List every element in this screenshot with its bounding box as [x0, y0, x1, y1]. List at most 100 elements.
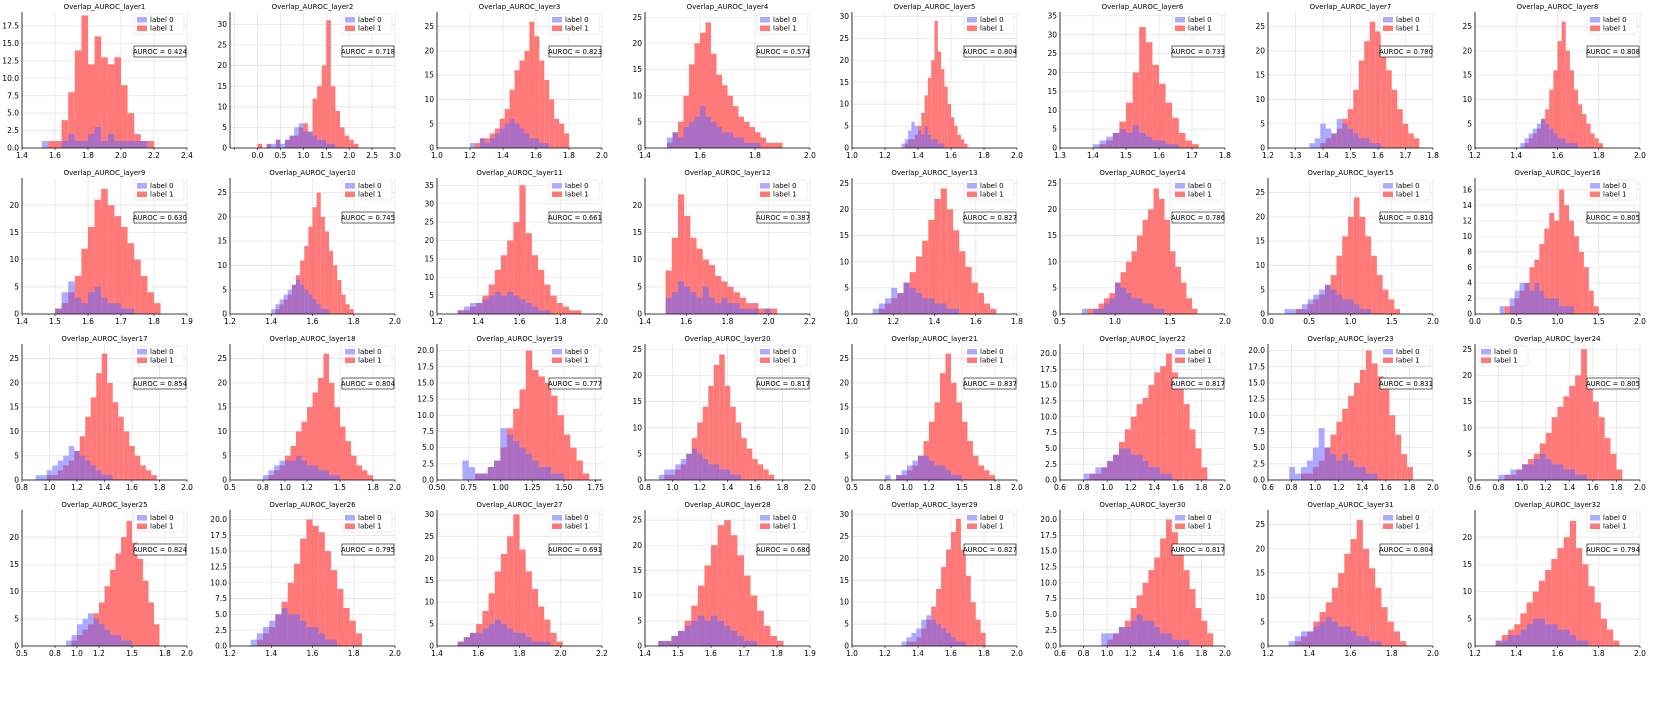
bar-label0	[61, 292, 69, 314]
y-tick-label: 5	[222, 285, 227, 294]
bar-label1	[112, 402, 119, 480]
legend-swatch-label0	[1382, 183, 1393, 189]
bar-label1	[1145, 42, 1153, 148]
bar-label0	[538, 310, 545, 314]
bar-label0	[931, 139, 935, 148]
legend-swatch-label0	[552, 515, 563, 521]
legend-swatch-label0	[344, 349, 355, 355]
bar-label1	[1356, 519, 1363, 646]
y-tick-label: 15	[840, 403, 850, 412]
bar-label0	[1343, 626, 1351, 646]
bar-label1	[1353, 382, 1360, 480]
bar-label0	[1325, 616, 1332, 646]
y-tick-label: 20	[425, 236, 435, 245]
y-tick-label: 0	[845, 144, 850, 153]
bar-label0	[1106, 136, 1113, 148]
x-tick-label: 1.5	[1344, 151, 1356, 160]
legend-swatch-label1	[344, 191, 355, 197]
y-tick-label: 5	[845, 122, 850, 131]
auroc-value: AUROC = 0.805	[1586, 214, 1640, 222]
bar-label1	[127, 243, 135, 314]
bar-label1	[1132, 72, 1140, 148]
bar-label1	[972, 282, 979, 314]
bar-label1	[1343, 553, 1351, 646]
bar-label0	[1359, 467, 1366, 480]
bar-label1	[501, 255, 508, 314]
histogram-panel-18: 0.5 0.8 1.0 1.2 1.5 1.8 2.00510152025Overlap_A…	[217, 335, 401, 492]
legend-swatch-label0	[759, 17, 770, 23]
bar-label1	[1341, 236, 1348, 314]
y-tick-label: 10	[1255, 95, 1265, 104]
legend-text-label1: label 1	[773, 191, 797, 199]
legend-text-label1: label 1	[150, 191, 174, 199]
bar-label0	[1365, 473, 1372, 480]
bar-label0	[941, 143, 945, 148]
histogram-panel-15: 0.0 0.5 1.0 1.5 2.00510152025Overlap_AUROC_l…	[1255, 169, 1439, 326]
bar-label0	[683, 286, 691, 314]
y-tick-label: 2.5	[422, 459, 434, 468]
bar-label1	[324, 551, 331, 646]
bar-label1	[303, 246, 308, 314]
y-tick-label: 7.5	[215, 594, 227, 603]
bar-label1	[115, 553, 121, 646]
histogram-panel-21: 0.5 0.8 1.0 1.2 1.5 1.8 2.00510152025Overlap_A…	[840, 335, 1024, 492]
x-tick-label: 0.8	[1078, 483, 1090, 492]
x-tick-label: 2.0	[389, 483, 401, 492]
x-tick-label: 0.5	[846, 483, 858, 492]
bar-label0	[1557, 138, 1562, 148]
bar-label1	[330, 86, 336, 148]
bar-label0	[134, 141, 141, 148]
x-tick-label: 0.5	[1510, 317, 1522, 326]
y-tick-label: 20	[9, 378, 19, 387]
bar-label1	[746, 448, 753, 480]
bar-label1	[1574, 89, 1579, 148]
auroc-value: AUROC = 0.823	[548, 48, 602, 56]
bar-label1	[1381, 607, 1388, 646]
legend-text-label0: label 0	[773, 514, 797, 522]
bar-label1	[564, 133, 570, 148]
legend-swatch-label1	[1382, 357, 1393, 363]
bar-label1	[1347, 216, 1354, 314]
bar-label1	[524, 50, 530, 148]
legend-swatch-label0	[759, 515, 770, 521]
bar-label0	[1532, 128, 1538, 148]
auroc-value: AUROC = 0.786	[1171, 214, 1225, 222]
bar-label1	[730, 406, 736, 480]
bar-label0	[1284, 309, 1290, 314]
y-tick-label: 5	[429, 620, 434, 629]
bar-label1	[306, 407, 313, 480]
bar-label0	[897, 293, 904, 314]
bar-label0	[1368, 641, 1375, 646]
bar-label1	[569, 310, 576, 314]
bar-label1	[716, 74, 722, 148]
bar-label1	[677, 194, 684, 314]
bar-label0	[1499, 306, 1505, 314]
chart-title: Overlap_AUROC_layer6	[1102, 3, 1184, 11]
bar-label0	[730, 474, 736, 480]
bar-label0	[1330, 454, 1336, 480]
histogram-panel-8: 1.2 1.4 1.6 1.8 2.00510152025Overlap_AUROC_l…	[1463, 3, 1647, 160]
y-tick-label: 0	[1467, 310, 1472, 319]
bar-label1	[967, 441, 974, 480]
y-tick-label: 20.0	[1248, 346, 1265, 355]
bar-label0	[525, 637, 533, 646]
auroc-value: AUROC = 0.718	[341, 48, 395, 56]
legend-text-label0: label 0	[358, 182, 382, 190]
bar-label1	[749, 127, 755, 148]
y-tick-label: 20	[1047, 205, 1057, 214]
x-tick-label: 1.2	[224, 649, 236, 658]
bar-label0	[657, 640, 665, 646]
bar-label1	[951, 382, 957, 480]
x-tick-label: 1.2	[694, 483, 706, 492]
y-tick-label: 5	[1260, 285, 1265, 294]
legend-swatch-label1	[759, 191, 770, 197]
legend-swatch-label1	[1590, 191, 1601, 197]
y-tick-label: 15	[1047, 231, 1057, 240]
x-tick-label: 1.8	[1011, 317, 1023, 326]
chart-title: Overlap_AUROC_layer4	[686, 3, 768, 11]
bar-label0	[664, 640, 672, 646]
